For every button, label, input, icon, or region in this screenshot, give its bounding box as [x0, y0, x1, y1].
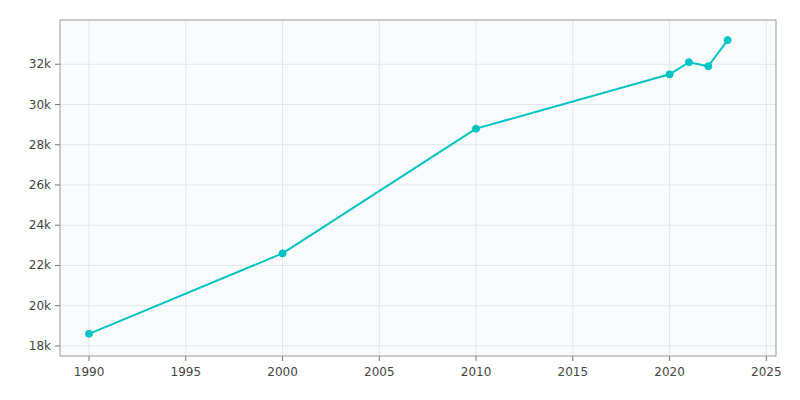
y-tick [55, 305, 60, 306]
line [89, 40, 728, 334]
x-tick-label: 1990 [74, 365, 105, 379]
y-tick [55, 345, 60, 346]
x-tick [379, 356, 380, 361]
y-tick [55, 225, 60, 226]
y-tick [55, 144, 60, 145]
y-tick-label: 28k [29, 138, 51, 152]
y-tick [55, 265, 60, 266]
y-tick-label: 22k [29, 258, 51, 272]
y-tick [55, 64, 60, 65]
point [86, 330, 93, 337]
point [279, 250, 286, 257]
x-tick-label: 1995 [171, 365, 202, 379]
y-tick-label: 30k [29, 98, 51, 112]
x-tick [669, 356, 670, 361]
point [705, 63, 712, 70]
x-tick-label: 2005 [364, 365, 395, 379]
point [685, 59, 692, 66]
plot-frame [60, 20, 776, 356]
x-tick [282, 356, 283, 361]
point [473, 125, 480, 132]
x-tick-label: 2025 [751, 365, 782, 379]
y-tick-label: 24k [29, 218, 51, 232]
x-tick-label: 2020 [654, 365, 685, 379]
y-tick-label: 32k [29, 57, 51, 71]
x-tick [476, 356, 477, 361]
y-tick-label: 26k [29, 178, 51, 192]
y-grid-line [60, 345, 776, 346]
y-grid-line [60, 144, 776, 145]
point [724, 37, 731, 44]
x-tick [572, 356, 573, 361]
y-grid-line [60, 104, 776, 105]
x-tick-label: 2010 [461, 365, 492, 379]
point [666, 71, 673, 78]
x-tick [89, 356, 90, 361]
x-tick-label: 2015 [558, 365, 589, 379]
y-tick [55, 104, 60, 105]
y-tick [55, 184, 60, 185]
grid [60, 20, 776, 356]
chart-container: 1990 1995 2000 2005 2010 2015 2020 2025 18k 20k 22… [0, 0, 800, 400]
data-layer [86, 37, 732, 338]
y-grid-line [60, 64, 776, 65]
y-grid-line [60, 225, 776, 226]
x-tick-label: 2000 [267, 365, 298, 379]
y-grid-line [60, 184, 776, 185]
y-tick-label: 18k [29, 339, 51, 353]
y-grid-line [60, 265, 776, 266]
y-grid-line [60, 305, 776, 306]
x-tick [185, 356, 186, 361]
chart-svg: 1990 1995 2000 2005 2010 2015 2020 2025 18k 20k 22… [0, 0, 800, 400]
plot-background [60, 20, 776, 356]
axes: 1990 1995 2000 2005 2010 2015 2020 2025 18k 20k 22… [29, 57, 782, 379]
y-tick-label: 20k [29, 299, 51, 313]
x-tick [766, 356, 767, 361]
